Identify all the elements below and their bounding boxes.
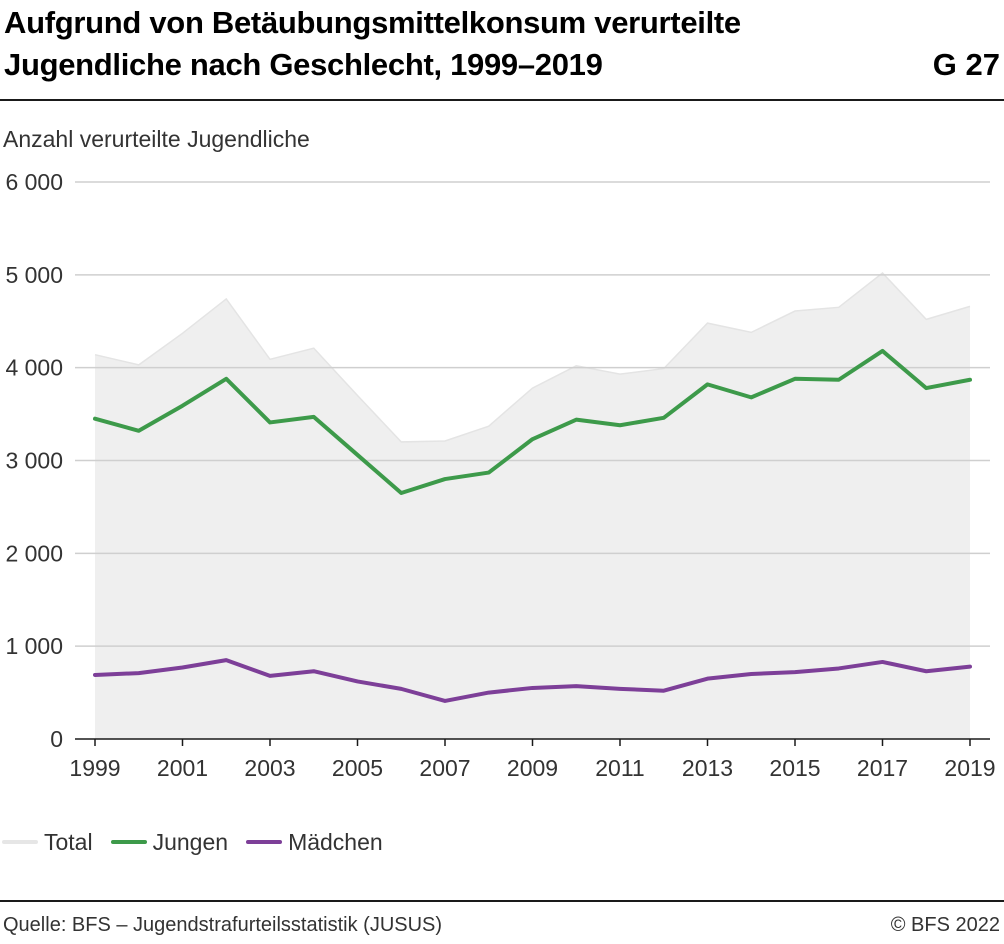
y-tick-label: 0 xyxy=(50,726,63,752)
legend-swatch-maedchen xyxy=(246,840,283,844)
x-tick-label: 2015 xyxy=(769,755,820,781)
y-tick-label: 1 000 xyxy=(5,633,63,659)
legend-label-jungen: Jungen xyxy=(152,828,229,855)
x-tick-label: 1999 xyxy=(69,755,120,781)
legend-item-maedchen: Mädchen xyxy=(246,829,383,856)
series-area-total-outline xyxy=(94,271,971,443)
x-tick-label: 2003 xyxy=(244,755,295,781)
legend-swatch-total xyxy=(2,840,38,844)
y-axis-label: Anzahl verurteilte Jugendliche xyxy=(3,126,310,152)
source-note: Quelle: BFS – Jugendstrafurteilsstatisti… xyxy=(3,914,443,936)
copyright-note: © BFS 2022 xyxy=(890,914,1000,936)
x-tick-label: 2009 xyxy=(507,755,558,781)
bottom-rule xyxy=(0,900,1004,902)
legend-item-jungen: Jungen xyxy=(110,828,229,856)
y-tick-label: 6 000 xyxy=(5,169,63,195)
series-line-jungen xyxy=(93,348,972,495)
chart-code: G 27 xyxy=(932,47,1000,82)
legend-label-maedchen: Mädchen xyxy=(288,828,383,855)
y-tick-label: 3 000 xyxy=(5,448,63,474)
x-tick-label: 2001 xyxy=(157,755,208,781)
x-tick-label: 2019 xyxy=(944,755,995,781)
top-rule xyxy=(0,99,1004,101)
legend: Total Jungen Mädchen xyxy=(2,828,401,856)
y-tick-label: 2 000 xyxy=(5,540,63,566)
series-line-mdchen xyxy=(93,658,972,703)
series-area-total xyxy=(95,272,970,739)
y-tick-label: 5 000 xyxy=(5,262,63,288)
chart-title: Aufgrund von Betäubungsmittelkonsum veru… xyxy=(4,5,741,82)
x-tick-label: 2017 xyxy=(857,755,908,781)
x-tick-label: 2011 xyxy=(595,755,644,781)
x-tick-label: 2007 xyxy=(419,755,470,781)
x-tick-label: 2005 xyxy=(332,755,383,781)
legend-item-total: Total xyxy=(2,829,93,856)
legend-swatch-jungen xyxy=(110,840,147,844)
legend-label-total: Total xyxy=(44,828,93,855)
y-tick-label: 4 000 xyxy=(5,355,63,381)
x-tick-label: 2013 xyxy=(682,755,733,781)
